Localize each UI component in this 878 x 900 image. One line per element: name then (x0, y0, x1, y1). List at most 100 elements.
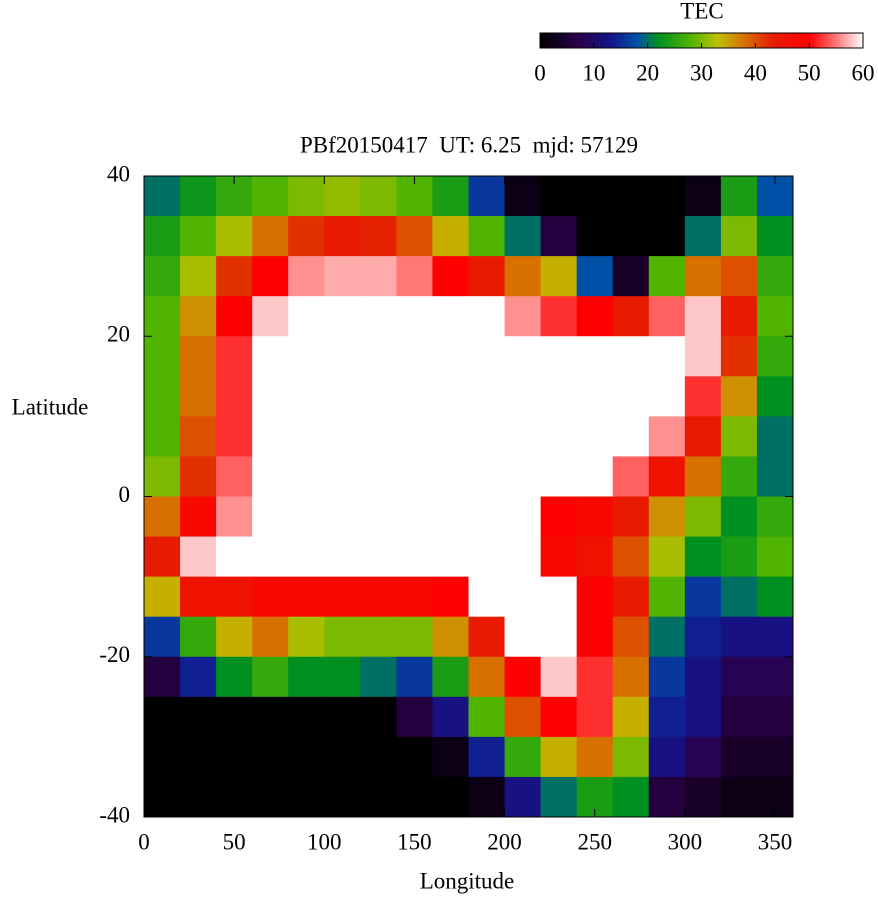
heatmap-cell (432, 176, 469, 217)
heatmap-cell (756, 456, 794, 497)
heatmap-cell (216, 576, 253, 618)
heatmap-cell (288, 536, 325, 578)
heatmap-cell (540, 656, 578, 698)
heatmap-cell (684, 336, 722, 377)
heatmap-cell (756, 656, 794, 698)
heatmap-cell (324, 216, 361, 257)
heatmap-cell (504, 416, 542, 457)
heatmap-cell (180, 256, 217, 297)
heatmap-cell (468, 736, 506, 778)
heatmap-cell (252, 536, 289, 578)
heatmap-cell (576, 536, 614, 578)
heatmap-cell (288, 656, 325, 698)
colorbar-tick-label: 60 (852, 60, 875, 85)
heatmap-cell (504, 296, 542, 337)
heatmap-cell (720, 336, 758, 377)
colorbar-label: TEC (680, 0, 723, 23)
heatmap-cell (540, 616, 578, 658)
heatmap-cell (684, 616, 722, 658)
heatmap-cell (432, 776, 469, 818)
heatmap-cell (180, 376, 217, 417)
heatmap-cell (504, 176, 542, 217)
heatmap-cell (468, 416, 506, 457)
heatmap-cell (288, 456, 325, 497)
heatmap-cell (180, 216, 217, 257)
heatmap-cell (144, 536, 181, 578)
heatmap-cell (720, 776, 758, 818)
y-tick-label: 0 (119, 482, 131, 507)
heatmap-cell (180, 296, 217, 337)
heatmap-cell (684, 496, 722, 538)
heatmap-cell (612, 456, 650, 497)
heatmap-cell (576, 696, 614, 738)
heatmap-cell (684, 256, 722, 297)
heatmap-cell (324, 576, 361, 618)
heatmap-cell (720, 736, 758, 778)
heatmap-cell (144, 496, 181, 538)
heatmap-cell (144, 736, 181, 778)
heatmap-cell (612, 736, 650, 778)
heatmap-cell (720, 376, 758, 417)
heatmap-cell (540, 376, 578, 417)
heatmap-cell (216, 376, 253, 417)
heatmap-cell (720, 256, 758, 297)
heatmap-cell (324, 176, 361, 217)
heatmap-cell (252, 736, 289, 778)
x-tick-label: 250 (577, 829, 612, 854)
heatmap-cell (468, 536, 506, 578)
heatmap-cell (288, 216, 325, 257)
heatmap-cell (324, 736, 361, 778)
heatmap-cell (216, 416, 253, 457)
heatmap-cell (396, 416, 433, 457)
heatmap-cell (648, 176, 686, 217)
heatmap-cell (432, 616, 469, 658)
heatmap-cell (540, 296, 578, 337)
y-tick-label: -20 (99, 642, 130, 667)
heatmap-cell (396, 256, 433, 297)
heatmap-cell (684, 536, 722, 578)
heatmap-cell (648, 656, 686, 698)
heatmap-cell (432, 456, 469, 497)
heatmap-cell (540, 576, 578, 618)
heatmap-cell (144, 336, 181, 377)
heatmap-cell (612, 176, 650, 217)
heatmap-cell (612, 656, 650, 698)
heatmap-cell (648, 616, 686, 658)
heatmap-cell (468, 216, 506, 257)
heatmap-cell (432, 376, 469, 417)
y-tick-label: 40 (107, 161, 130, 186)
heatmap-cell (432, 296, 469, 337)
heatmap-cell (144, 176, 181, 217)
heatmap-cell (468, 256, 506, 297)
heatmap-cell (396, 376, 433, 417)
y-tick-label: 20 (107, 322, 130, 347)
heatmap-cell (180, 736, 217, 778)
heatmap-cell (504, 456, 542, 497)
heatmap-cell (252, 616, 289, 658)
heatmap-cell (324, 256, 361, 297)
colorbar-tick-label: 20 (636, 60, 659, 85)
heatmap-cell (720, 576, 758, 618)
heatmap-cell (396, 216, 433, 257)
heatmap-cell (288, 736, 325, 778)
heatmap-cell (216, 696, 253, 738)
heatmap-cell (648, 376, 686, 417)
heatmap-cell (720, 536, 758, 578)
heatmap-cell (252, 496, 289, 538)
heatmap-cell (144, 656, 181, 698)
heatmap-cell (396, 496, 433, 538)
heatmap-cell (612, 696, 650, 738)
heatmap-cell (720, 416, 758, 457)
heatmap-cell (504, 256, 542, 297)
heatmap-cell (360, 576, 397, 618)
heatmap-cell (216, 536, 253, 578)
heatmap-cell (504, 376, 542, 417)
heatmap-cell (180, 336, 217, 377)
heatmap-cell (576, 336, 614, 377)
heatmap-cell (540, 216, 578, 257)
heatmap-cell (468, 576, 506, 618)
heatmap-cell (576, 416, 614, 457)
heatmap-cell (648, 336, 686, 377)
heatmap-cell (720, 656, 758, 698)
